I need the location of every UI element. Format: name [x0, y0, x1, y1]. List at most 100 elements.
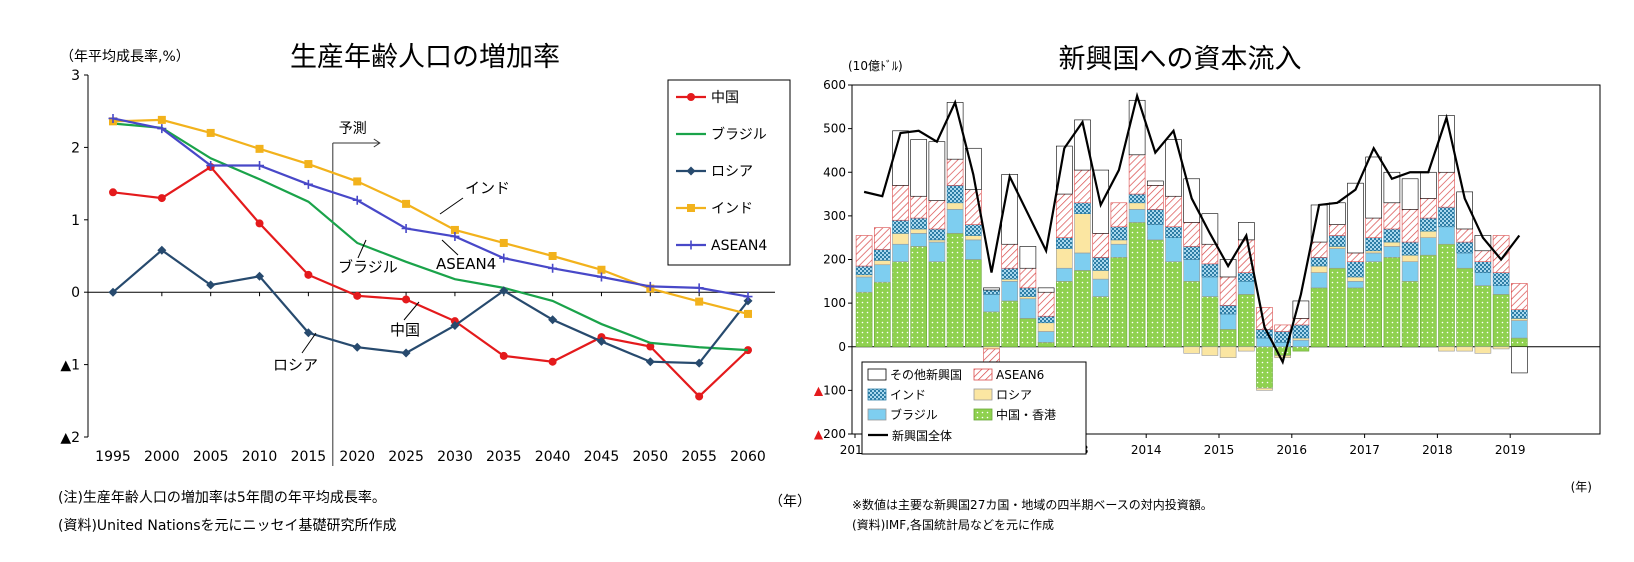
bar-segment-ロシア — [1329, 246, 1346, 249]
data-point-中国 — [499, 351, 508, 360]
bar-segment-ASEAN6 — [1183, 222, 1200, 247]
series-line-ASEAN4 — [112, 117, 749, 298]
bar-segment-ブラジル — [873, 264, 891, 283]
legend-label-ブラジル: ブラジル — [711, 126, 767, 143]
right-x-tick-label: 2014 — [1131, 443, 1162, 457]
left-x-tick-label: 2010 — [242, 449, 278, 465]
legend-swatch-ブラジル — [867, 408, 887, 421]
bar-segment-ASEAN6 — [1365, 217, 1382, 238]
bar-segment-中国・香港 — [1256, 346, 1273, 389]
legend-label-インド: インド — [890, 388, 926, 402]
data-point-ASEAN4 — [352, 195, 362, 205]
bar-segment-インド — [1092, 257, 1109, 271]
bar-segment-インド — [1347, 261, 1364, 278]
left-y-tick-label: 0 — [71, 285, 80, 301]
right-x-tick-label: 2018 — [1422, 443, 1453, 457]
bar-segment-インド — [1492, 272, 1510, 286]
bar-segment-ASEAN6 — [946, 158, 964, 186]
left-y-ticks: 3 2 1 0 ▲1 ▲2 — [60, 68, 88, 446]
data-point-ASEAN4 — [303, 179, 313, 189]
bar-segment-ブラジル — [1001, 281, 1019, 302]
right-x-tick-label: 2019 — [1495, 443, 1526, 457]
right-x-tick-label: 2017 — [1349, 443, 1380, 457]
data-point-ASEAN4 — [108, 113, 118, 123]
annotation-leader — [357, 239, 367, 259]
left-series — [108, 113, 753, 401]
left-x-tick-label: 2060 — [730, 449, 766, 465]
data-point-中国 — [304, 270, 313, 279]
bar-segment-ブラジル — [1238, 281, 1255, 295]
bar-segment-ロシア — [892, 233, 909, 245]
bar-segment-ブラジル — [1147, 224, 1164, 241]
bar-segment-ブラジル — [1365, 252, 1382, 262]
bar-segment-インド — [1401, 241, 1419, 256]
bar-segment-その他新興国 — [1401, 178, 1419, 210]
annotation-ロシア: ロシア — [273, 356, 318, 374]
bar-segment-ASEAN6 — [1037, 291, 1055, 317]
bar-segment-ブラジル — [1292, 339, 1310, 348]
bar-segment-ロシア — [873, 260, 891, 266]
bar-segment-ASEAN6 — [873, 227, 891, 250]
bar-segment-ブラジル — [855, 276, 873, 293]
right-chart: 新興国への資本流入 (10億ﾄﾞﾙ) 600 500 400 300 200 100 0 ▲1… — [814, 44, 1601, 532]
bar-segment-ブラジル — [1128, 209, 1146, 223]
data-point-インド — [304, 160, 313, 169]
bar-segment-ASEAN6 — [1128, 154, 1146, 195]
bar-segment-中国・香港 — [1074, 270, 1091, 348]
bar-segment-その他新興国 — [983, 287, 1000, 291]
bar-segment-ロシア — [1201, 346, 1219, 356]
bar-segment-ブラジル — [1310, 272, 1328, 289]
bar-segment-インド — [964, 224, 982, 236]
legend-label-中国・香港: 中国・香港 — [996, 407, 1056, 422]
bar-segment-ASEAN6 — [910, 195, 928, 219]
bar-segment-ロシア — [1274, 355, 1291, 358]
data-point-ASEAN4 — [743, 292, 753, 302]
data-point-インド — [157, 115, 166, 124]
bar-segment-ブラジル — [964, 239, 982, 260]
bar-segment-インド — [1183, 246, 1200, 260]
data-point-ロシア — [352, 342, 362, 352]
data-point-ロシア — [548, 315, 558, 325]
data-point-ASEAN4 — [157, 124, 167, 134]
bar-segment-インド — [1292, 324, 1310, 339]
bar-segment-ASEAN6 — [1165, 195, 1182, 228]
data-point-ASEAN4 — [255, 161, 265, 170]
data-point-ロシア — [499, 286, 509, 296]
bar-segment-その他新興国 — [1420, 171, 1437, 199]
left-x-tick-label: 1995 — [95, 449, 131, 465]
bar-segment-ロシア — [910, 228, 928, 234]
bar-segment-その他新興国 — [892, 130, 909, 186]
left-chart-title: 生産年齢人口の増加率 — [290, 42, 560, 73]
bar-segment-ロシア — [1492, 346, 1510, 350]
legend-swatch-その他新興国 — [867, 368, 887, 381]
bar-segment-インド — [1310, 257, 1328, 267]
bar-segment-ブラジル — [1092, 278, 1109, 297]
data-point-ロシア — [157, 245, 167, 255]
data-point-中国 — [646, 342, 655, 351]
bar-segment-中国・香港 — [1420, 254, 1437, 348]
data-point-ASEAN4 — [499, 253, 509, 263]
data-point-ASEAN4 — [694, 283, 704, 293]
bar-segment-中国・香港 — [1183, 281, 1200, 348]
bar-segment-ロシア — [1383, 241, 1401, 247]
bar-segment-ASEAN6 — [1201, 243, 1219, 265]
forecast-marker: 予測 — [332, 121, 381, 466]
data-point-ロシア — [596, 336, 606, 346]
annotation-ASEAN4: ASEAN4 — [436, 255, 496, 273]
bar-segment-ブラジル — [1110, 243, 1128, 258]
bar-segment-中国・香港 — [1165, 261, 1182, 348]
legend-swatch-ASEAN6 — [973, 368, 993, 381]
data-point-ASEAN4 — [548, 263, 558, 273]
bar-segment-ロシア — [964, 235, 982, 241]
data-point-中国 — [157, 194, 166, 203]
bar-segment-ASEAN6 — [1492, 235, 1510, 273]
bar-segment-インド — [1056, 237, 1073, 249]
bar-segment-その他新興国 — [1128, 99, 1146, 156]
bar-segment-インド — [946, 185, 964, 204]
bar-segment-ロシア — [1128, 202, 1146, 210]
data-point-中国 — [255, 219, 264, 228]
bar-segment-ASEAN6 — [1147, 185, 1164, 210]
data-point-インド — [499, 238, 508, 247]
bar-segment-インド — [1201, 263, 1219, 278]
